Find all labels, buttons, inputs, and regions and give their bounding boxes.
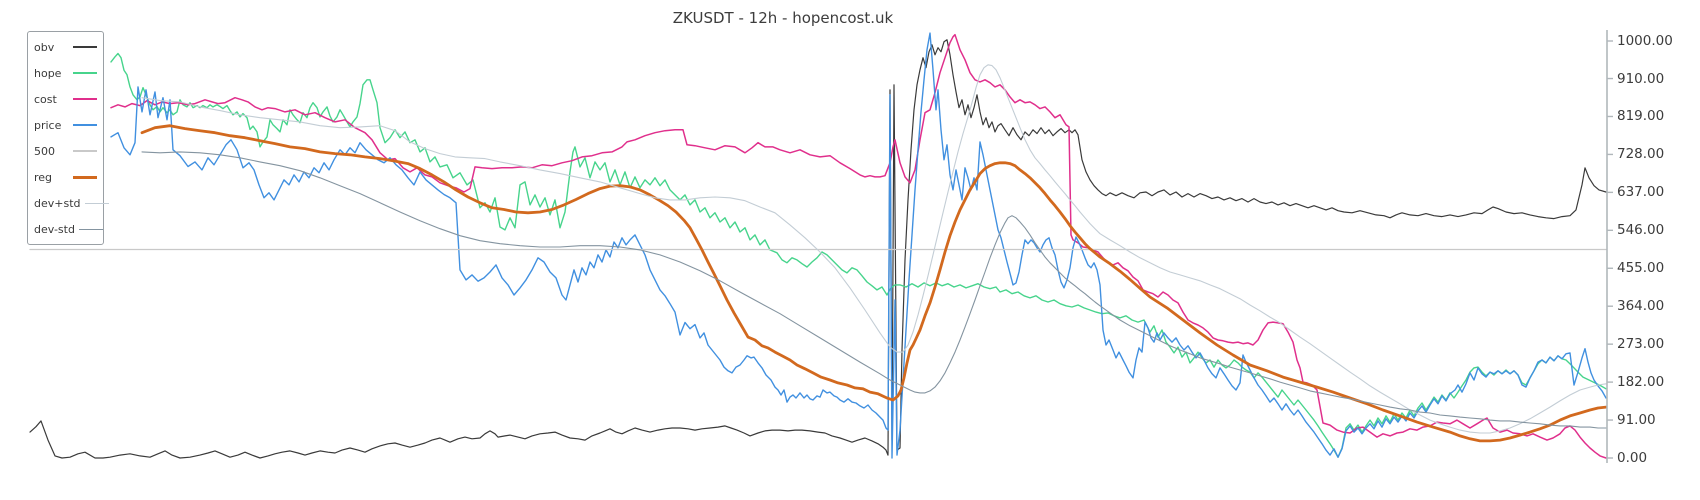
series-line-reg [140,124,1608,443]
series-line-dev+std [141,64,1607,434]
series-line-hope [110,52,1607,458]
y-tick-label: 455.00 [1617,260,1665,277]
y-tick-label: 182.00 [1617,374,1665,391]
legend-item-label: dev-std [34,222,75,236]
legend-line-sample [73,72,97,74]
y-tick-label: 273.00 [1617,336,1665,353]
legend-item-dev-std: dev+std [34,192,109,214]
legend-line-sample [84,202,109,204]
y-tick-label: 819.00 [1617,108,1665,125]
legend-item-label: 500 [34,144,55,158]
legend-line-sample [73,46,97,48]
legend-item-label: cost [34,92,57,106]
legend-line-sample [78,228,103,230]
series-line-dev-std [141,151,1607,429]
chart-title: ZKUSDT - 12h - hopencost.uk [672,9,894,27]
legend-line-sample [73,175,97,179]
legend-line-sample [73,124,97,126]
series-line-obv [29,39,1607,459]
legend-item-hope: hope [34,62,97,84]
y-tick-label: 0.00 [1617,450,1648,466]
legend-item-label: price [34,118,62,132]
legend-item-price: price [34,114,97,136]
legend-item-label: obv [34,40,55,54]
legend-line-sample [73,150,97,152]
legend-item-500: 500 [34,140,97,162]
y-tick-label: 546.00 [1617,222,1665,239]
legend-item-cost: cost [34,88,97,110]
legend-item-label: reg [34,170,53,184]
legend-box: obv hope cost price 500 reg dev+std dev-std [27,31,109,245]
legend-item-label: hope [34,66,62,80]
series-line-price [110,32,1607,459]
y-tick-label: 728.00 [1617,146,1665,163]
legend-item-label: dev+std [34,196,81,210]
legend-item-dev-std: dev-std [34,218,103,240]
legend-item-reg: reg [34,166,97,188]
y-tick-label: 364.00 [1617,298,1665,315]
y-tick-label: 1000.00 [1617,33,1673,49]
legend-item-obv: obv [34,36,97,58]
y-tick-label: 91.00 [1617,412,1656,429]
legend-line-sample [73,98,97,100]
y-tick-label: 637.00 [1617,184,1665,201]
y-tick-label: 910.00 [1617,70,1665,87]
series-line-cost [110,33,1607,459]
